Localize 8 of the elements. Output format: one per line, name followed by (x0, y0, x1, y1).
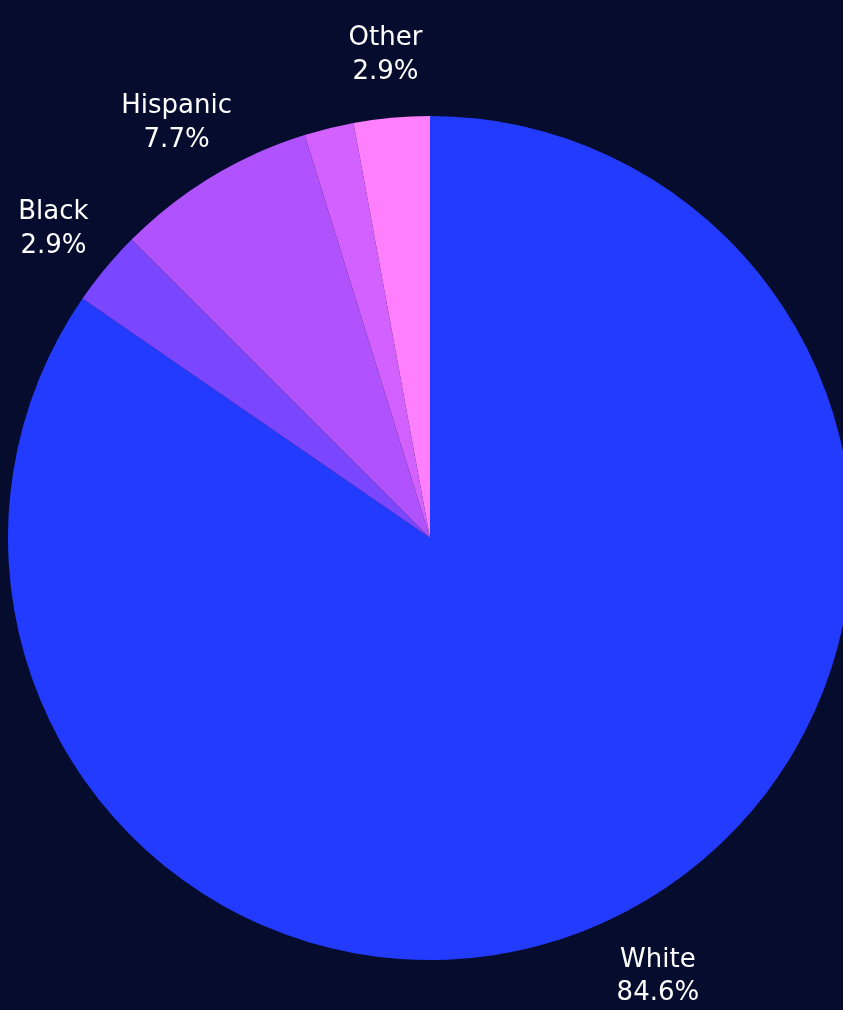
data-label: 84.6% (616, 976, 700, 1007)
slice-label: Hispanic (121, 89, 232, 120)
data-label: 2.9% (352, 54, 419, 85)
slice-label: White (620, 942, 696, 973)
data-label: 2.9% (20, 229, 87, 260)
slice-label: Other (348, 20, 423, 51)
slice-label: Black (18, 195, 89, 226)
data-label: 7.7% (143, 123, 210, 154)
